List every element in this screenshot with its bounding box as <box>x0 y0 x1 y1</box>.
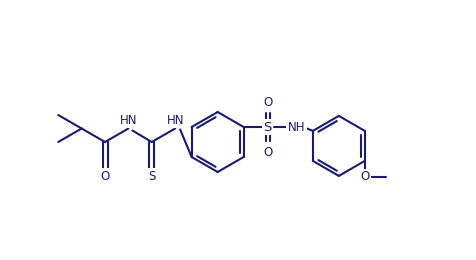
Text: O: O <box>360 170 369 183</box>
Text: O: O <box>263 95 272 108</box>
Text: S: S <box>148 170 156 183</box>
Text: S: S <box>263 120 272 133</box>
Text: HN: HN <box>167 114 184 127</box>
Text: O: O <box>263 146 272 159</box>
Text: NH: NH <box>288 120 306 133</box>
Text: O: O <box>100 170 109 183</box>
Text: HN: HN <box>119 114 137 127</box>
